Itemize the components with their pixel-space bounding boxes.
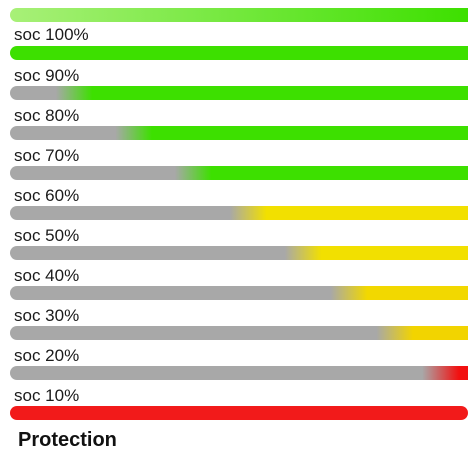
soc-level-label: soc 10% [14,386,80,405]
soc-level-label: soc 80% [14,106,80,125]
soc-level-bar [10,246,468,260]
soc-level-bar [10,326,468,340]
soc-level-bar [10,406,468,420]
soc-level-label: soc 100% [14,25,89,44]
soc-level-bar [10,366,468,380]
soc-level-bar [10,86,468,100]
soc-level-label: soc 60% [14,186,80,205]
soc-level-bar [10,286,468,300]
soc-level-label: soc 20% [14,346,80,365]
soc-level-label: soc 40% [14,266,80,285]
soc-level-bar [10,166,468,180]
soc-level-label: soc 30% [14,306,80,325]
soc-level-label: soc 50% [14,226,80,245]
soc-level-bar [10,46,468,60]
soc-level-bar [10,206,468,220]
soc-level-bar [10,126,468,140]
soc-level-label: soc 90% [14,66,80,85]
soc-level-label: soc 70% [14,146,80,165]
protection-label: Protection [18,429,117,451]
soc-level-bar [10,8,468,22]
